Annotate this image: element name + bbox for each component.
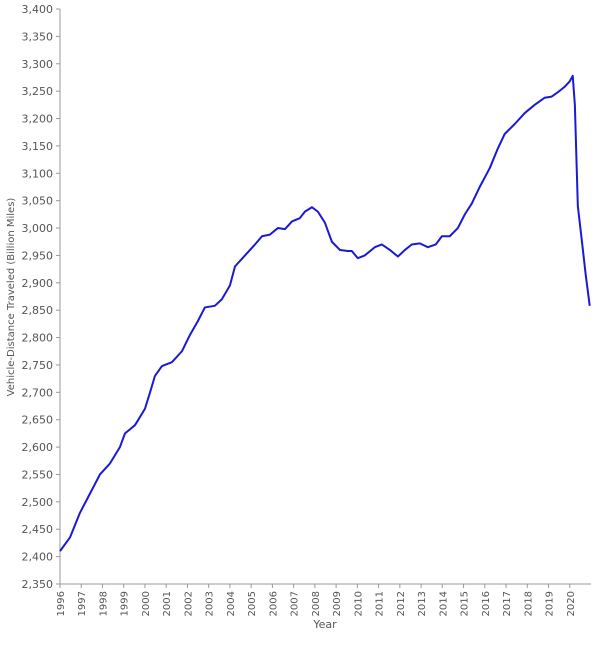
y-tick-label: 2,750 (22, 359, 54, 372)
x-tick-label: 2007 (290, 591, 301, 616)
y-tick-label: 2,550 (22, 468, 54, 481)
y-tick-label: 3,350 (22, 30, 54, 43)
y-tick-label: 2,350 (22, 578, 54, 591)
x-tick-label: 2003 (205, 591, 216, 616)
x-axis-label: Year (312, 618, 337, 631)
y-tick-label: 3,200 (22, 113, 54, 126)
x-tick-label: 2008 (311, 591, 322, 616)
x-tick-label: 1998 (98, 591, 109, 616)
x-tick-label: 2019 (545, 591, 556, 616)
y-tick-label: 2,850 (22, 304, 54, 317)
x-tick-label: 2000 (141, 591, 152, 616)
x-tick-label: 1996 (56, 591, 67, 616)
line (59, 74, 591, 552)
x-tick-label: 2020 (566, 591, 577, 616)
y-tick-label: 2,700 (22, 386, 54, 399)
x-tick-label: 2011 (375, 591, 386, 616)
x-tick-label: 2014 (438, 591, 449, 616)
y-tick-label: 2,450 (22, 523, 54, 536)
y-tick-label: 2,400 (22, 551, 54, 564)
y-tick-label: 3,150 (22, 140, 54, 153)
y-axis-label: Vehicle-Distance Traveled (Billion Miles… (6, 198, 17, 397)
x-tick-label: 2006 (268, 591, 279, 616)
x-tick-label: 2005 (247, 591, 258, 616)
x-tick-label: 2002 (183, 591, 194, 616)
y-tick-label: 3,400 (22, 3, 54, 16)
y-tick-label: 2,900 (22, 277, 54, 290)
x-tick-label: 2010 (353, 591, 364, 616)
x-tick-label: 2009 (332, 591, 343, 616)
x-tick-label: 1999 (120, 591, 131, 616)
y-tick-label: 3,000 (22, 222, 54, 235)
x-tick-label: 2017 (502, 591, 513, 616)
y-tick-label: 3,250 (22, 85, 54, 98)
y-tick-label: 2,600 (22, 441, 54, 454)
y-tick-label: 2,800 (22, 332, 54, 345)
y-tick-label: 2,950 (22, 249, 54, 262)
x-tick-label: 2013 (417, 591, 428, 616)
x-tick-label: 2004 (226, 591, 237, 616)
x-tick-label: 2018 (523, 591, 534, 616)
y-tick-label: 3,050 (22, 195, 54, 208)
y-tick-label: 2,500 (22, 496, 54, 509)
x-tick-label: 1997 (77, 591, 88, 616)
x-tick-label: 2015 (460, 591, 471, 616)
x-tick-label: 2016 (481, 591, 492, 616)
y-tick-label: 3,300 (22, 58, 54, 71)
y-tick-label: 2,650 (22, 414, 54, 427)
y-tick-label: 3,100 (22, 167, 54, 180)
x-tick-label: 2012 (396, 591, 407, 616)
x-tick-label: 2001 (162, 591, 173, 616)
